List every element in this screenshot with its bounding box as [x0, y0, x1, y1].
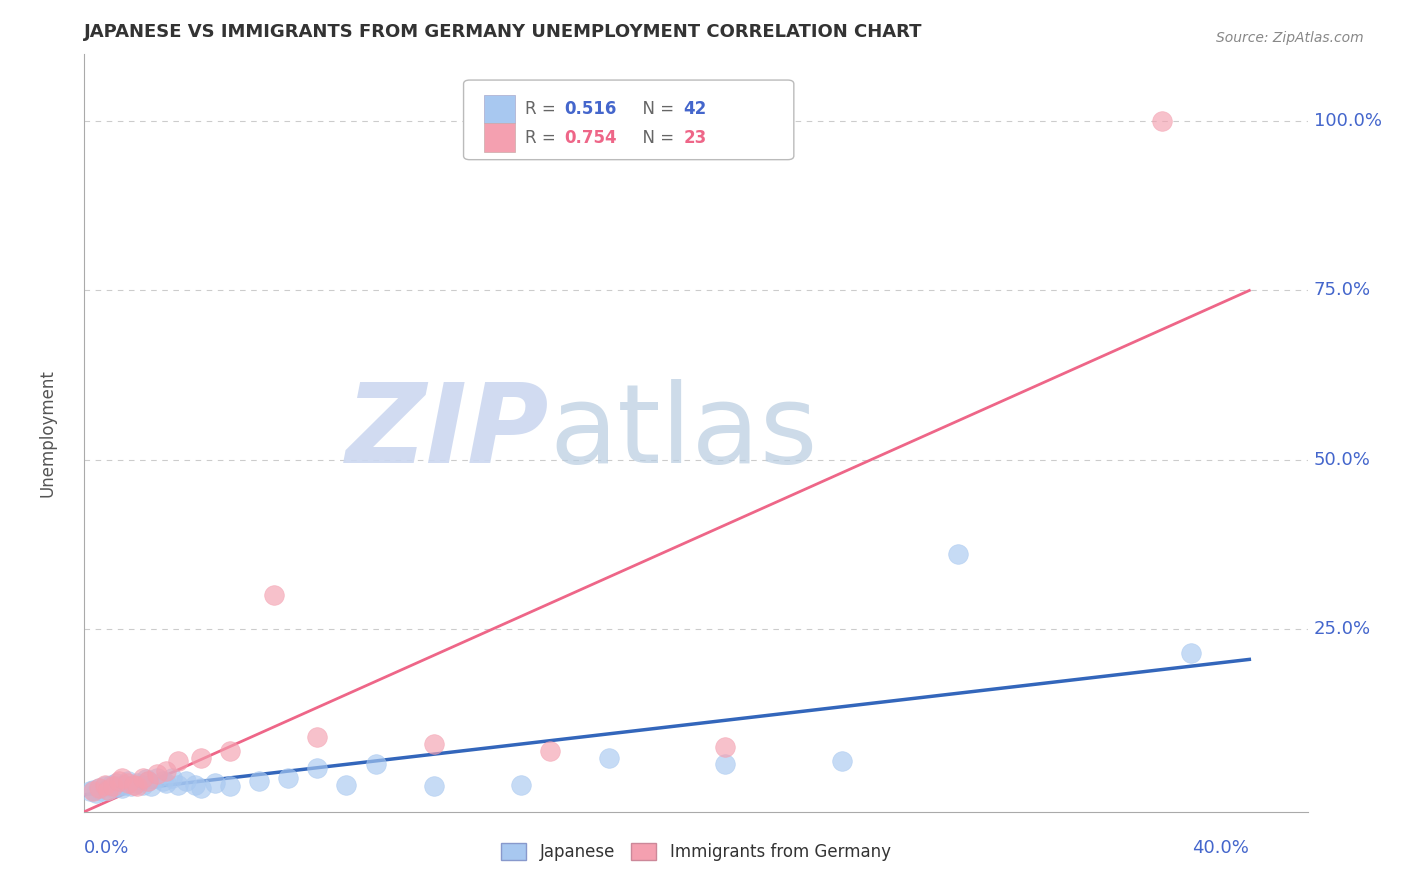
- Point: [87, 780, 110, 795]
- Text: 42: 42: [683, 100, 707, 118]
- Text: R =: R =: [524, 128, 561, 147]
- Text: 100.0%: 100.0%: [1313, 112, 1382, 130]
- Point: [146, 767, 169, 781]
- Point: [423, 737, 446, 751]
- Point: [263, 588, 285, 602]
- Point: [160, 771, 183, 785]
- Point: [307, 761, 329, 775]
- Point: [108, 779, 131, 793]
- Point: [103, 779, 125, 793]
- Point: [166, 754, 188, 768]
- Text: ZIP: ZIP: [346, 379, 550, 486]
- Point: [831, 754, 853, 768]
- Point: [117, 774, 139, 789]
- Text: 0.516: 0.516: [564, 100, 616, 118]
- Text: 50.0%: 50.0%: [1313, 450, 1371, 468]
- Point: [174, 774, 197, 789]
- Point: [87, 780, 110, 795]
- Point: [364, 757, 387, 772]
- Point: [1150, 114, 1173, 128]
- Point: [146, 771, 169, 785]
- Point: [131, 771, 153, 785]
- Point: [82, 784, 104, 798]
- Point: [152, 774, 174, 789]
- Text: R =: R =: [524, 100, 561, 118]
- Text: JAPANESE VS IMMIGRANTS FROM GERMANY UNEMPLOYMENT CORRELATION CHART: JAPANESE VS IMMIGRANTS FROM GERMANY UNEM…: [84, 23, 922, 41]
- Point: [97, 783, 120, 797]
- Point: [125, 779, 148, 793]
- Point: [538, 744, 561, 758]
- Text: atlas: atlas: [550, 379, 818, 486]
- Point: [155, 776, 177, 790]
- Point: [219, 744, 242, 758]
- FancyBboxPatch shape: [484, 123, 515, 153]
- Point: [97, 783, 120, 797]
- Point: [335, 778, 357, 792]
- Point: [247, 774, 270, 789]
- Point: [114, 778, 136, 792]
- Text: 75.0%: 75.0%: [1313, 282, 1371, 300]
- Point: [93, 779, 115, 793]
- Point: [141, 779, 163, 793]
- Text: 25.0%: 25.0%: [1313, 620, 1371, 638]
- Point: [204, 776, 226, 790]
- Point: [100, 778, 122, 792]
- Text: Unemployment: Unemployment: [38, 368, 56, 497]
- Point: [190, 780, 212, 795]
- Text: N =: N =: [633, 128, 679, 147]
- Point: [125, 776, 148, 790]
- Point: [138, 774, 160, 789]
- Point: [122, 778, 145, 792]
- Point: [307, 731, 329, 745]
- Point: [1180, 646, 1202, 660]
- Point: [714, 757, 737, 772]
- Point: [598, 750, 620, 764]
- Text: N =: N =: [633, 100, 679, 118]
- Point: [946, 548, 969, 562]
- Text: 0.754: 0.754: [564, 128, 616, 147]
- Point: [111, 771, 134, 785]
- FancyBboxPatch shape: [484, 95, 515, 123]
- Point: [131, 778, 153, 792]
- Text: Source: ZipAtlas.com: Source: ZipAtlas.com: [1216, 31, 1364, 45]
- Point: [90, 784, 112, 798]
- Point: [105, 776, 128, 790]
- Point: [108, 774, 131, 789]
- Point: [277, 771, 299, 785]
- Point: [79, 784, 101, 798]
- Point: [117, 776, 139, 790]
- Point: [103, 780, 125, 795]
- Point: [84, 786, 107, 800]
- Point: [510, 778, 533, 792]
- Point: [120, 779, 142, 793]
- Point: [93, 778, 115, 792]
- FancyBboxPatch shape: [464, 80, 794, 160]
- Point: [135, 772, 157, 787]
- Text: 40.0%: 40.0%: [1192, 838, 1250, 857]
- Point: [82, 783, 104, 797]
- Point: [111, 780, 134, 795]
- Text: 0.0%: 0.0%: [84, 838, 129, 857]
- Point: [219, 779, 242, 793]
- Point: [423, 779, 446, 793]
- Point: [166, 778, 188, 792]
- Legend: Japanese, Immigrants from Germany: Japanese, Immigrants from Germany: [495, 837, 897, 868]
- Point: [190, 750, 212, 764]
- Point: [184, 778, 207, 792]
- Point: [714, 740, 737, 755]
- Point: [138, 774, 160, 789]
- Point: [155, 764, 177, 778]
- Text: 23: 23: [683, 128, 707, 147]
